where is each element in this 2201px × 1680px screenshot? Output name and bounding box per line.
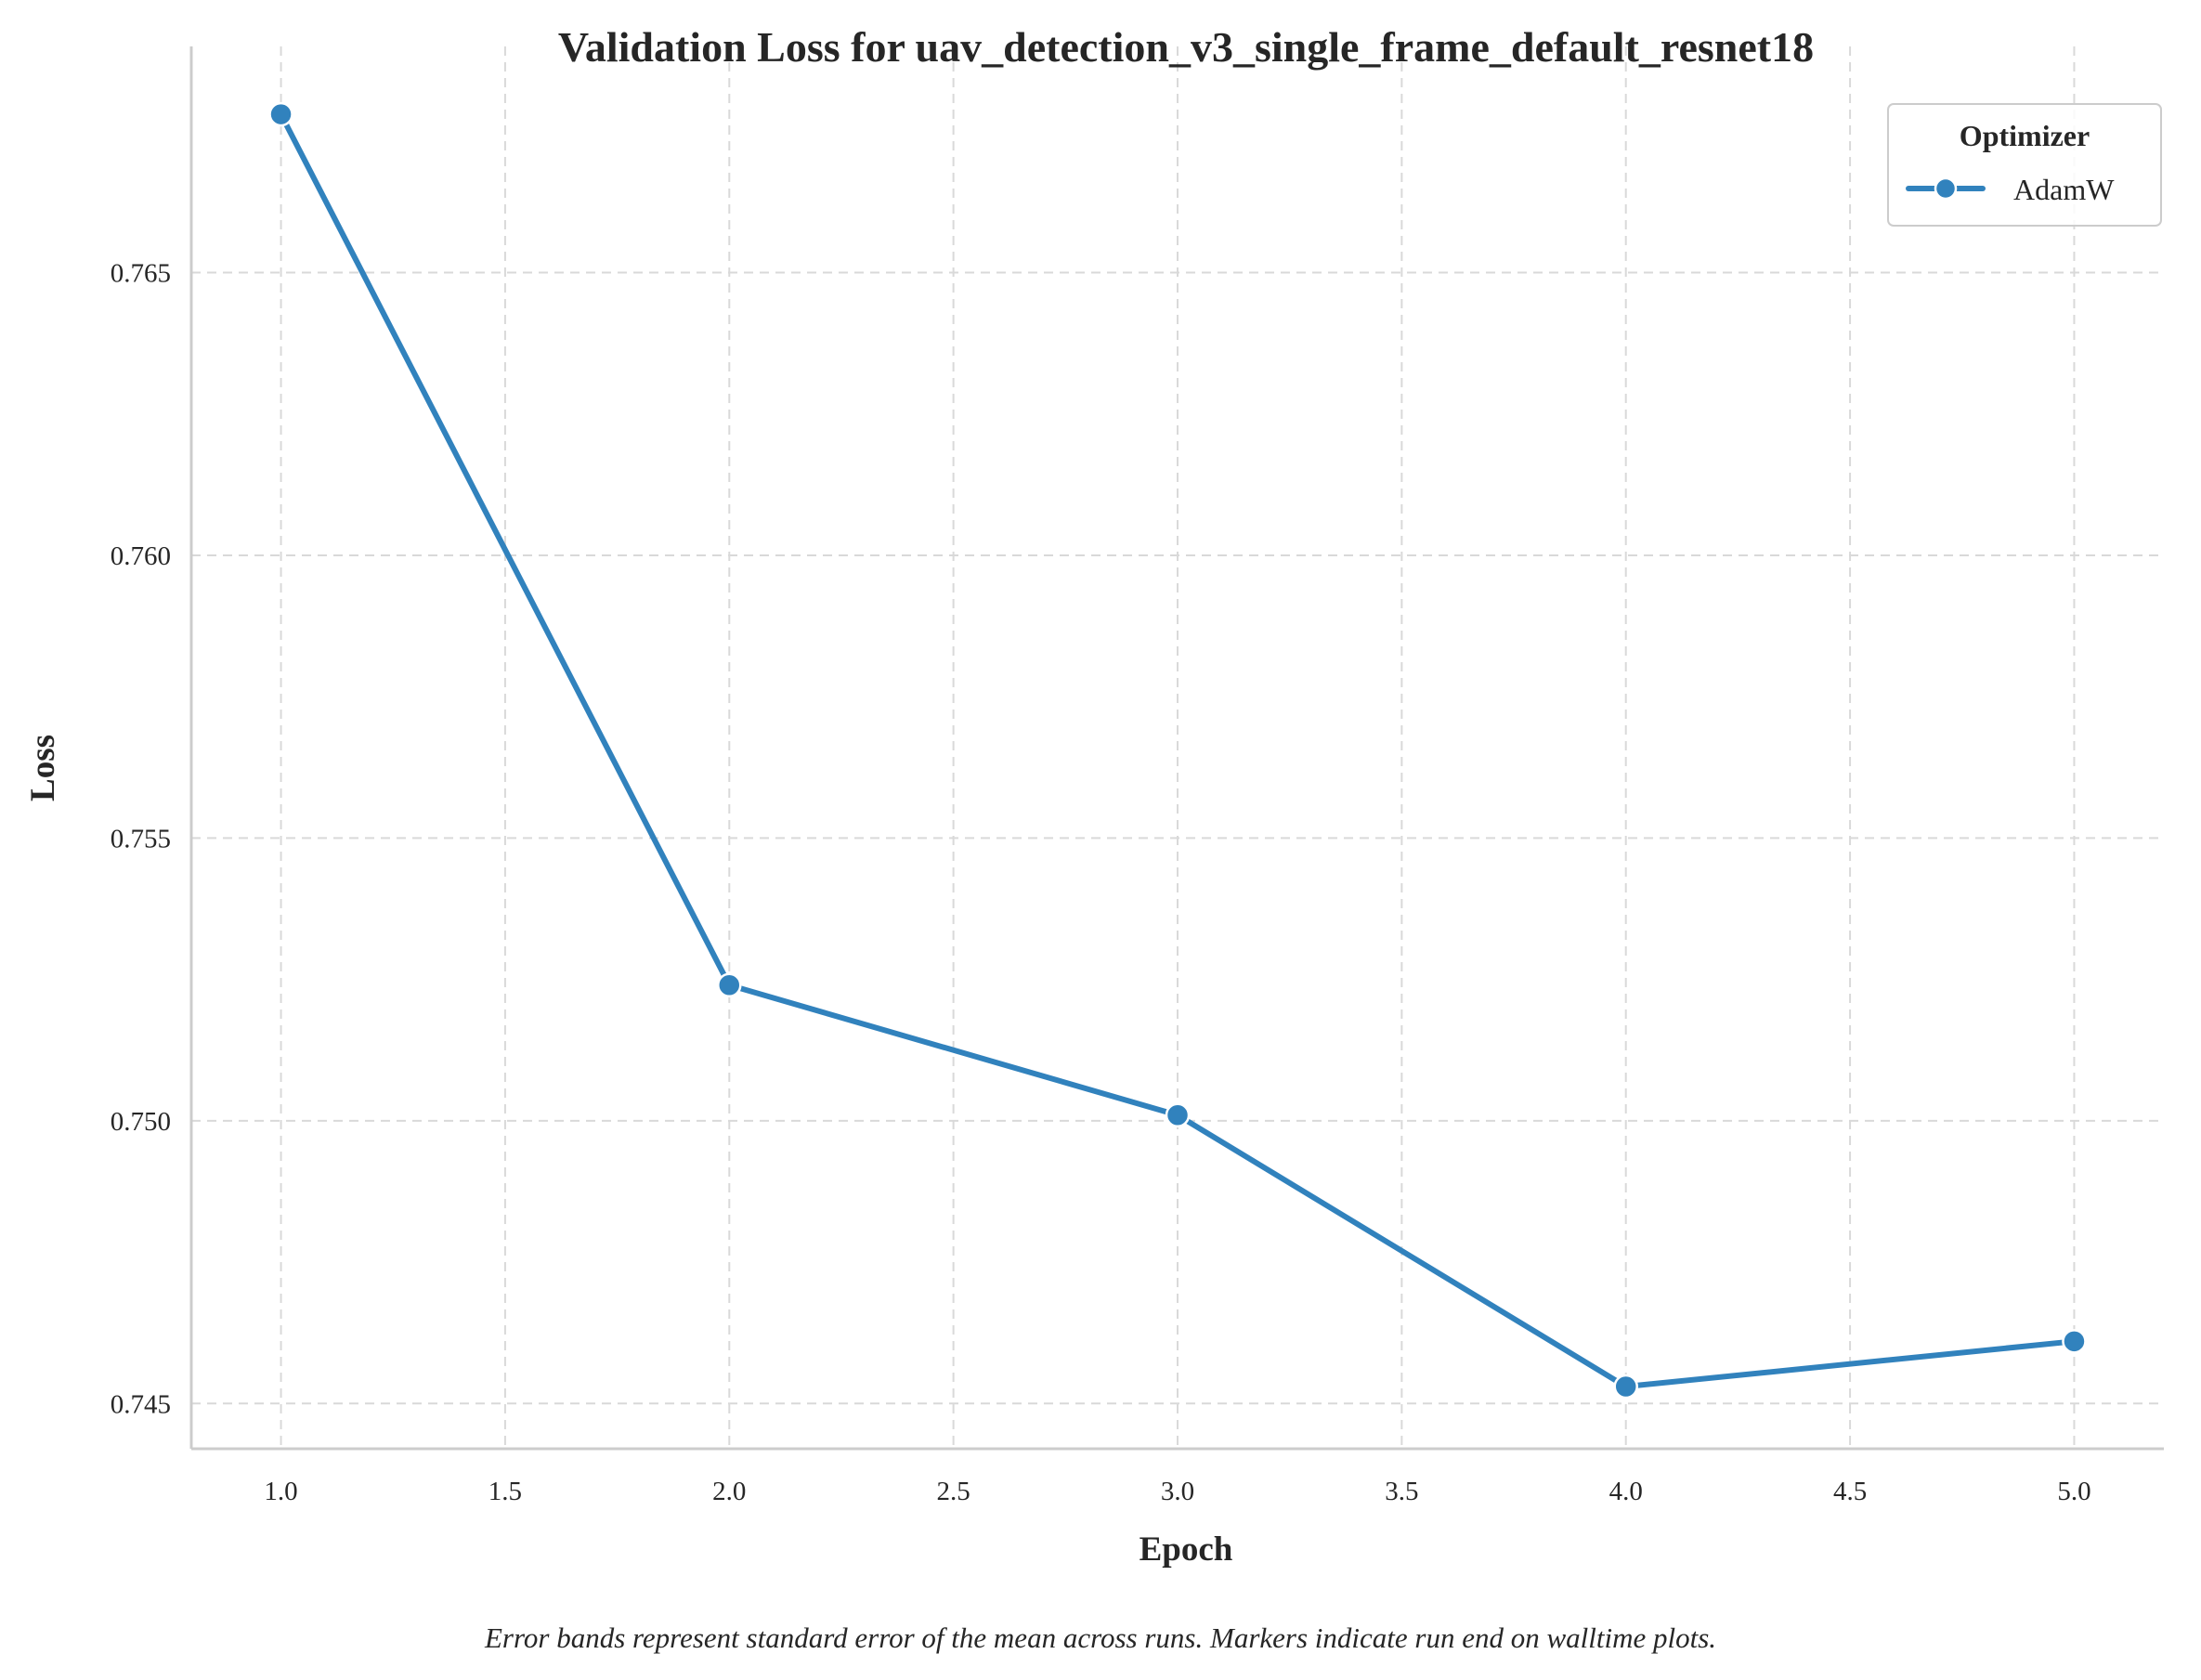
x-tick-label-4: 3.0 <box>1161 1477 1194 1506</box>
axes-layer <box>189 46 2164 1451</box>
legend-label-adamw: AdamW <box>2013 173 2115 206</box>
y-axis-label: Loss <box>24 735 62 801</box>
chart-title: Validation Loss for uav_detection_v3_sin… <box>558 23 1814 71</box>
y-tick-label-2: 0.755 <box>111 824 171 853</box>
x-tick-label-8: 5.0 <box>2057 1477 2090 1506</box>
series-layer <box>268 101 2087 1400</box>
ticks-layer: 1.0 1.5 2.0 2.5 3.0 3.5 4.0 4.5 5.0 0.745 0.750 0.7… <box>111 259 2091 1506</box>
legend-title: Optimizer <box>1960 119 2090 152</box>
legend-frame <box>1887 103 2162 227</box>
x-tick-label-1: 1.5 <box>488 1477 522 1506</box>
data-point-0-1 <box>717 972 742 997</box>
x-tick-label-5: 3.5 <box>1385 1477 1418 1506</box>
y-tick-label-3: 0.760 <box>111 541 171 571</box>
legend-marker-swatch <box>1934 176 1958 201</box>
data-point-0-2 <box>1165 1102 1191 1128</box>
legend: Optimizer AdamW <box>1887 103 2162 227</box>
x-tick-label-6: 4.0 <box>1609 1477 1643 1506</box>
figure-caption: Error bands represent standard error of … <box>484 1621 1716 1654</box>
x-tick-label-3: 2.5 <box>937 1477 970 1506</box>
x-tick-label-7: 4.5 <box>1833 1477 1867 1506</box>
data-point-0-3 <box>1613 1374 1638 1400</box>
y-tick-label-4: 0.765 <box>111 259 171 289</box>
x-tick-label-2: 2.0 <box>712 1477 746 1506</box>
data-point-0-4 <box>2062 1329 2087 1354</box>
y-tick-label-1: 0.750 <box>111 1107 171 1137</box>
x-axis-label: Epoch <box>1140 1530 1233 1569</box>
data-point-0-0 <box>268 101 293 127</box>
y-tick-label-0: 0.745 <box>111 1389 171 1419</box>
grid-layer <box>191 46 2164 1449</box>
x-tick-label-0: 1.0 <box>264 1477 297 1506</box>
